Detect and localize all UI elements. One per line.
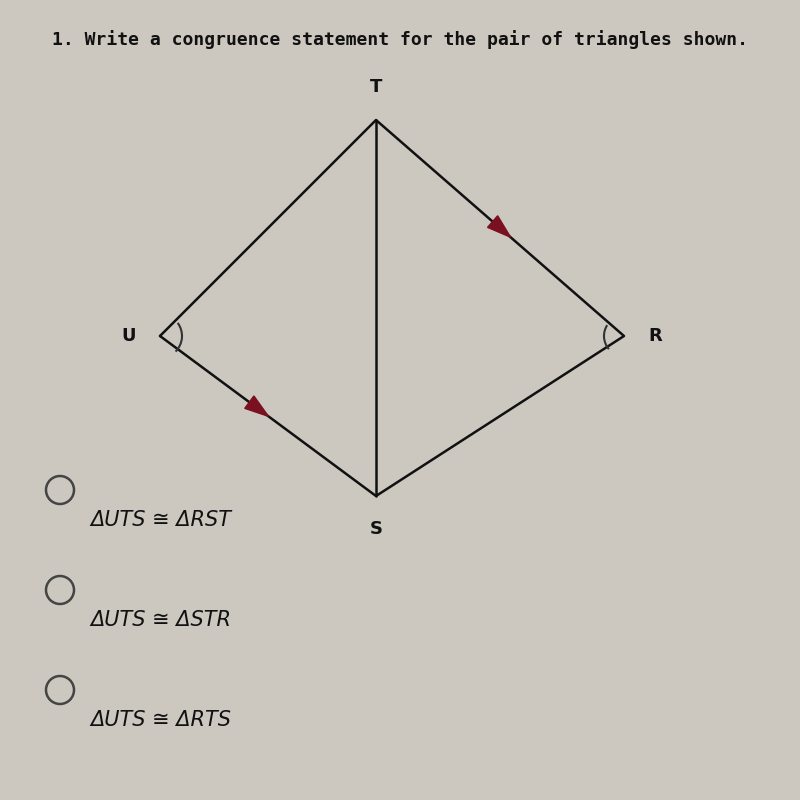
Text: 1. Write a congruence statement for the pair of triangles shown.: 1. Write a congruence statement for the … bbox=[52, 30, 748, 49]
Text: ΔUTS ≅ ΔRTS: ΔUTS ≅ ΔRTS bbox=[90, 710, 231, 730]
Text: R: R bbox=[648, 327, 662, 345]
Text: T: T bbox=[370, 78, 382, 96]
Polygon shape bbox=[487, 216, 510, 237]
Text: U: U bbox=[122, 327, 136, 345]
Text: S: S bbox=[370, 520, 382, 538]
Text: ΔUTS ≅ ΔSTR: ΔUTS ≅ ΔSTR bbox=[90, 610, 231, 630]
Polygon shape bbox=[245, 396, 269, 416]
Text: ΔUTS ≅ ΔRST: ΔUTS ≅ ΔRST bbox=[90, 510, 231, 530]
